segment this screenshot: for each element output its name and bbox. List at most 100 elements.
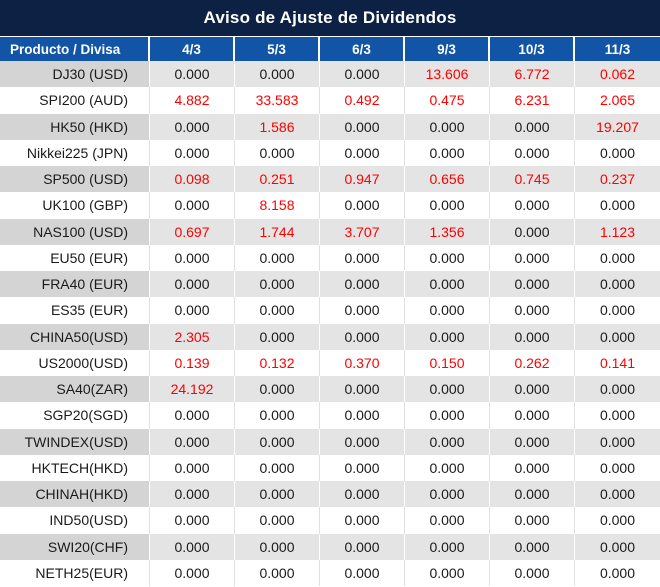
value-cell: 0.000 [575,376,660,403]
value-cell: 0.000 [150,454,235,481]
product-cell: ES35 (EUR) [0,297,150,324]
value-cell: 0.000 [405,507,490,534]
value-cell: 0.000 [320,402,405,429]
table-row: UK100 (GBP) 0.000 8.158 0.000 0.000 0.000 0.00… [0,192,660,219]
title-bar: Aviso de Ajuste de Dividendos [0,0,660,37]
value-cell: 0.745 [490,166,575,193]
value-cell: 0.000 [320,244,405,271]
value-cell: 0.000 [320,271,405,298]
value-cell: 0.000 [405,297,490,324]
value-cell: 13.606 [405,61,490,88]
table-row: CHINA50(USD) 2.305 0.000 0.000 0.000 0.000 0.0… [0,323,660,350]
value-cell: 0.000 [150,481,235,508]
value-cell: 0.000 [320,507,405,534]
value-cell: 3.707 [320,218,405,245]
value-cell: 0.000 [490,533,575,560]
value-cell: 0.000 [235,481,320,508]
table-row: HK50 (HKD) 0.000 1.586 0.000 0.000 0.000 19.20… [0,113,660,140]
value-cell: 0.000 [320,533,405,560]
table-row: SA40(ZAR) 24.192 0.000 0.000 0.000 0.000 0.000 [0,376,660,403]
value-cell: 0.000 [490,323,575,350]
value-cell: 0.000 [235,244,320,271]
value-cell: 0.000 [575,244,660,271]
value-cell: 0.000 [405,428,490,455]
value-cell: 0.000 [575,323,660,350]
value-cell: 0.000 [575,559,660,586]
value-cell: 6.231 [490,87,575,114]
column-header-date: 4/3 [150,37,235,61]
value-cell: 0.000 [150,192,235,219]
value-cell: 0.000 [320,481,405,508]
product-cell: NAS100 (USD) [0,218,150,245]
table-row: ES35 (EUR) 0.000 0.000 0.000 0.000 0.000 0.000 [0,297,660,324]
product-cell: DJ30 (USD) [0,61,150,88]
value-cell: 0.000 [490,218,575,245]
value-cell: 0.000 [490,559,575,586]
column-header-date: 11/3 [575,37,660,61]
value-cell: 0.000 [575,481,660,508]
product-cell: TWINDEX(USD) [0,428,150,455]
value-cell: 0.062 [575,61,660,88]
value-cell: 0.000 [575,507,660,534]
product-cell: NETH25(EUR) [0,559,150,586]
product-cell: CHINA50(USD) [0,323,150,350]
value-cell: 0.656 [405,166,490,193]
product-cell: IND50(USD) [0,507,150,534]
value-cell: 0.000 [490,192,575,219]
value-cell: 0.000 [405,192,490,219]
value-cell: 24.192 [150,376,235,403]
value-cell: 0.000 [490,271,575,298]
value-cell: 0.000 [575,402,660,429]
table-body: DJ30 (USD) 0.000 0.000 0.000 13.606 6.772 0.06… [0,61,660,586]
product-cell: CHINAH(HKD) [0,481,150,508]
value-cell: 0.000 [235,297,320,324]
value-cell: 0.000 [235,428,320,455]
table-row: FRA40 (EUR) 0.000 0.000 0.000 0.000 0.000 0.00… [0,271,660,298]
value-cell: 0.237 [575,166,660,193]
value-cell: 0.000 [490,454,575,481]
value-cell: 33.583 [235,87,320,114]
table-row: HKTECH(HKD) 0.000 0.000 0.000 0.000 0.000 0.00… [0,454,660,481]
table-header-row: Producto / Divisa 4/3 5/3 6/3 9/3 10/3 11/3 [0,37,660,61]
table-row: TWINDEX(USD) 0.000 0.000 0.000 0.000 0.000 0.0… [0,428,660,455]
value-cell: 1.586 [235,113,320,140]
value-cell: 0.000 [490,376,575,403]
value-cell: 0.000 [320,376,405,403]
value-cell: 0.000 [320,559,405,586]
value-cell: 0.000 [575,192,660,219]
value-cell: 0.000 [320,113,405,140]
value-cell: 0.000 [405,113,490,140]
value-cell: 0.000 [405,323,490,350]
product-cell: SWI20(CHF) [0,533,150,560]
value-cell: 0.098 [150,166,235,193]
table-row: SGP20(SGD) 0.000 0.000 0.000 0.000 0.000 0.000 [0,402,660,429]
value-cell: 0.000 [150,507,235,534]
value-cell: 0.000 [490,297,575,324]
value-cell: 0.000 [235,507,320,534]
value-cell: 0.251 [235,166,320,193]
value-cell: 4.882 [150,87,235,114]
value-cell: 0.000 [405,533,490,560]
product-cell: SPI200 (AUD) [0,87,150,114]
value-cell: 0.000 [150,271,235,298]
product-cell: HKTECH(HKD) [0,454,150,481]
value-cell: 2.305 [150,323,235,350]
product-cell: US2000(USD) [0,349,150,376]
value-cell: 0.000 [320,428,405,455]
value-cell: 0.000 [320,192,405,219]
value-cell: 0.000 [405,402,490,429]
value-cell: 0.000 [235,376,320,403]
page-title: Aviso de Ajuste de Dividendos [203,8,457,27]
value-cell: 0.000 [150,428,235,455]
value-cell: 8.158 [235,192,320,219]
value-cell: 0.000 [490,402,575,429]
value-cell: 0.000 [150,402,235,429]
value-cell: 0.000 [490,139,575,166]
value-cell: 0.000 [235,139,320,166]
value-cell: 0.000 [575,533,660,560]
table-row: CHINAH(HKD) 0.000 0.000 0.000 0.000 0.000 0.00… [0,481,660,508]
product-cell: HK50 (HKD) [0,113,150,140]
product-cell: Nikkei225 (JPN) [0,139,150,166]
value-cell: 0.697 [150,218,235,245]
